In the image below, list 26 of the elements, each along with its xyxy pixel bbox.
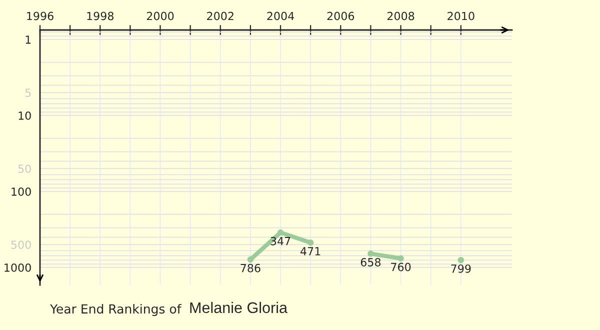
point (398, 255, 404, 262)
y-tick-label: 1000 (4, 263, 31, 272)
x-tick-label: 1998 (87, 12, 114, 20)
data-label: 760 (391, 262, 411, 272)
point (368, 250, 374, 257)
x-tick-label: 2008 (387, 12, 414, 20)
data-label: 347 (270, 236, 290, 246)
text: Melanie Gloria (190, 302, 288, 314)
x-tick-label: 1996 (27, 12, 54, 20)
x-tick-label: 2000 (146, 12, 174, 20)
text: Year End Rankings of (50, 304, 182, 316)
data-label: 471 (300, 247, 320, 256)
point (458, 256, 464, 264)
x-tick-label: 2010 (448, 12, 474, 20)
x-tick-label: 2006 (327, 12, 354, 20)
point (307, 240, 314, 246)
point (277, 229, 284, 236)
x-tick-label: 2002 (207, 12, 234, 20)
data-label: 799 (451, 264, 471, 273)
y-tick-label: 100 (12, 187, 31, 196)
data-label: 786 (240, 264, 260, 272)
point (247, 256, 254, 263)
data-label: 658 (360, 258, 381, 266)
y-tick-label: 10 (18, 111, 31, 120)
y-tick-label: 1 (26, 36, 31, 44)
x-tick-label: 2004 (267, 12, 294, 20)
